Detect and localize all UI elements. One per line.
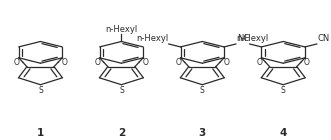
Text: S: S — [38, 86, 43, 95]
Text: n-Hexyl: n-Hexyl — [237, 34, 269, 43]
Text: 3: 3 — [199, 128, 206, 138]
Text: O: O — [61, 58, 67, 67]
Text: NC: NC — [237, 34, 249, 43]
Text: 2: 2 — [118, 128, 125, 138]
Text: O: O — [142, 58, 148, 67]
Text: S: S — [119, 86, 124, 95]
Text: O: O — [304, 58, 310, 67]
Text: O: O — [175, 58, 181, 67]
Text: 4: 4 — [280, 128, 287, 138]
Text: n-Hexyl: n-Hexyl — [136, 34, 168, 43]
Text: n-Hexyl: n-Hexyl — [105, 25, 137, 34]
Text: 1: 1 — [37, 128, 44, 138]
Text: O: O — [95, 58, 101, 67]
Text: CN: CN — [317, 34, 330, 43]
Text: S: S — [281, 86, 286, 95]
Text: O: O — [223, 58, 229, 67]
Text: O: O — [257, 58, 262, 67]
Text: S: S — [200, 86, 205, 95]
Text: O: O — [14, 58, 20, 67]
